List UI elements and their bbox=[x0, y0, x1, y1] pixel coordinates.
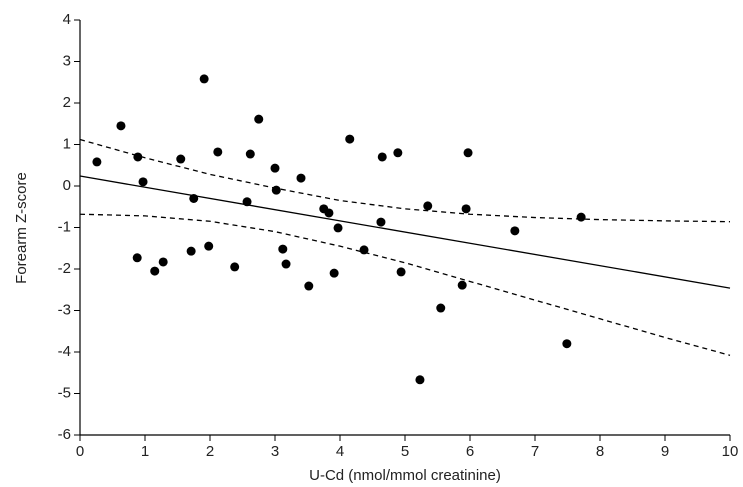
x-tick-label: 0 bbox=[76, 443, 84, 460]
point bbox=[278, 244, 288, 254]
point bbox=[242, 197, 252, 207]
point bbox=[359, 245, 369, 255]
point bbox=[271, 185, 281, 195]
x-tick-label: 3 bbox=[271, 443, 279, 460]
x-axis-label: U-Cd (nmol/mmol creatinine) bbox=[309, 467, 501, 484]
point bbox=[230, 262, 240, 272]
point bbox=[345, 134, 355, 144]
point bbox=[150, 266, 160, 276]
point bbox=[457, 280, 467, 290]
x-tick-label: 1 bbox=[141, 443, 149, 460]
fit-line bbox=[79, 175, 731, 289]
y-tick-label: 2 bbox=[63, 94, 71, 111]
y-axis-label: Forearm Z-score bbox=[13, 172, 30, 284]
point bbox=[133, 152, 143, 162]
point bbox=[376, 217, 386, 227]
point bbox=[189, 193, 199, 203]
x-tick-label: 4 bbox=[336, 443, 344, 460]
point bbox=[461, 204, 471, 214]
point bbox=[304, 281, 314, 291]
x-tick-label: 2 bbox=[206, 443, 214, 460]
x-tick-label: 9 bbox=[661, 443, 669, 460]
x-tick-label: 7 bbox=[531, 443, 539, 460]
x-tick-label: 6 bbox=[466, 443, 474, 460]
point bbox=[213, 147, 223, 157]
point bbox=[270, 163, 280, 173]
y-tick-label: -1 bbox=[58, 218, 71, 235]
point bbox=[396, 267, 406, 277]
point bbox=[281, 259, 291, 269]
point bbox=[116, 121, 126, 131]
x-tick-label: 10 bbox=[722, 443, 739, 460]
y-tick-label: -5 bbox=[58, 384, 71, 401]
point bbox=[463, 148, 473, 158]
point bbox=[296, 173, 306, 183]
ci-lower bbox=[79, 213, 731, 356]
x-tick-label: 5 bbox=[401, 443, 409, 460]
y-tick-label: -3 bbox=[58, 301, 71, 318]
point bbox=[176, 154, 186, 164]
point bbox=[423, 201, 433, 211]
point bbox=[245, 149, 255, 159]
point bbox=[92, 157, 102, 167]
point bbox=[415, 375, 425, 385]
point bbox=[138, 177, 148, 187]
point bbox=[204, 241, 214, 251]
point bbox=[576, 212, 586, 222]
point bbox=[186, 246, 196, 256]
point bbox=[324, 208, 334, 218]
y-tick-label: -4 bbox=[58, 343, 71, 360]
point bbox=[329, 268, 339, 278]
point bbox=[436, 303, 446, 313]
y-tick-label: -2 bbox=[58, 260, 71, 277]
point bbox=[333, 223, 343, 233]
ci-upper bbox=[79, 138, 731, 223]
point bbox=[377, 152, 387, 162]
point bbox=[158, 257, 168, 267]
point bbox=[199, 74, 209, 84]
y-tick-label: 1 bbox=[63, 135, 71, 152]
point bbox=[562, 339, 572, 349]
x-tick-label: 8 bbox=[596, 443, 604, 460]
point bbox=[254, 114, 264, 124]
y-tick-label: 4 bbox=[63, 11, 71, 28]
point bbox=[393, 148, 403, 158]
point bbox=[510, 226, 520, 236]
point bbox=[132, 253, 142, 263]
y-tick-label: 0 bbox=[63, 177, 71, 194]
y-tick-label: -6 bbox=[58, 426, 71, 443]
y-tick-label: 3 bbox=[63, 52, 71, 69]
